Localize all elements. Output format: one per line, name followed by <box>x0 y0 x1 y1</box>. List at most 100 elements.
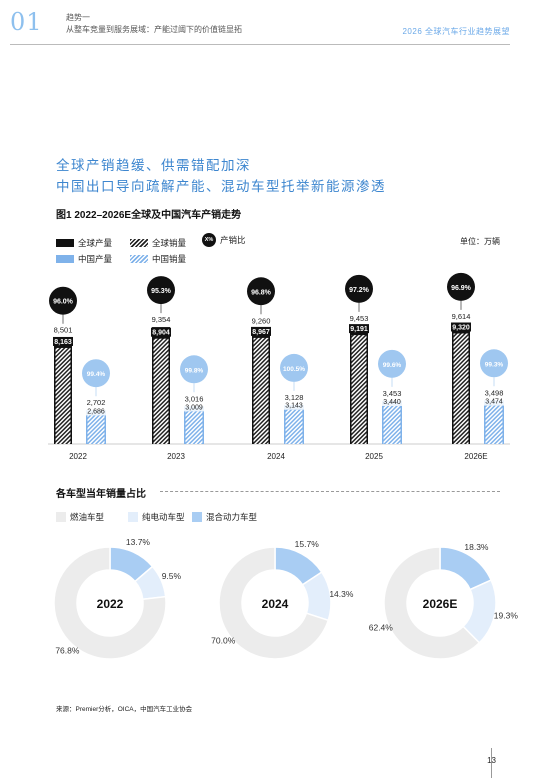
legend-fuel: 燃油车型 <box>56 508 104 526</box>
ratio-icon: X% <box>202 232 216 247</box>
label-china-sales: 3,474 <box>485 399 503 406</box>
bar-global-sales <box>453 333 469 444</box>
ratio-bubble-china <box>378 349 406 378</box>
slice-label-hybrid: 15.7% <box>295 539 320 549</box>
source-note: 来源：Premier分析，OICA，中国汽车工业协会 <box>56 706 193 713</box>
legend-china-sales: 中国销量 <box>130 250 186 268</box>
donut-center-label: 2022 <box>97 597 124 611</box>
ratio-label-global: 95.3% <box>151 288 172 295</box>
label-bg-global-sales <box>451 322 471 332</box>
slice-label-bev: 9.5% <box>162 571 182 581</box>
label-global-production: 8,501 <box>54 326 73 335</box>
slice-fuel <box>218 546 330 660</box>
label-china-sales: 3,440 <box>383 399 401 406</box>
ratio-label-china: 99.6% <box>383 362 402 369</box>
label-global-sales: 8,163 <box>54 339 72 346</box>
slice-fuel <box>53 546 167 660</box>
label-china-sales: 2,686 <box>87 408 105 415</box>
bar-global-sales <box>55 347 71 444</box>
legend-swatch <box>130 254 148 263</box>
page-divider <box>491 748 492 778</box>
label-china-production: 3,453 <box>383 389 402 398</box>
ratio-label-china: 99.4% <box>87 371 106 378</box>
ratio-bubble-global <box>147 276 175 305</box>
label-china-production: 3,016 <box>185 394 204 403</box>
label-bg-china-sales <box>382 397 402 406</box>
x-tick-label: 2023 <box>167 452 185 461</box>
ratio-bubble-global <box>447 272 475 301</box>
chapter-number: 01 <box>10 8 43 36</box>
donut-center-label: 2026E <box>423 597 458 611</box>
legend-swatch <box>130 238 148 247</box>
label-china-sales: 3,143 <box>285 403 303 410</box>
bar-global-sales <box>253 337 269 444</box>
header-divider <box>10 44 510 45</box>
x-tick-label: 2025 <box>365 452 383 461</box>
slice-fuel <box>383 546 481 660</box>
legend-swatch <box>128 511 138 522</box>
slice-label-fuel: 70.0% <box>211 636 236 646</box>
bar-china-sales <box>185 411 203 444</box>
label-china-production: 2,702 <box>87 398 106 407</box>
label-global-sales: 8,967 <box>252 329 270 336</box>
label-china-production: 3,498 <box>485 388 504 397</box>
label-global-sales: 8,904 <box>152 330 170 337</box>
donut-section-divider <box>160 491 500 492</box>
bar-global-sales <box>153 338 169 444</box>
legend-swatch <box>56 254 74 263</box>
ratio-label-china: 100.5% <box>283 366 305 373</box>
label-global-production: 9,260 <box>252 316 271 325</box>
figure-title: 图1 2022–2026E全球及中国汽车产销走势 <box>56 210 242 221</box>
bar-china-sales <box>383 406 401 444</box>
slice-label-fuel: 76.8% <box>55 646 80 656</box>
label-china-production: 3,128 <box>285 393 304 402</box>
ratio-label-china: 99.8% <box>185 367 204 374</box>
ratio-bubble-china <box>180 355 208 384</box>
slice-label-bev: 19.3% <box>494 610 519 620</box>
label-global-sales: 9,320 <box>452 325 470 332</box>
legend-global-production: 全球产量 <box>56 234 112 252</box>
slice-label-bev: 14.3% <box>329 589 354 599</box>
label-china-sales: 3,009 <box>185 404 203 411</box>
legend-china-production: 中国产量 <box>56 250 112 268</box>
x-tick-label: 2022 <box>69 452 87 461</box>
bar-china-sales <box>285 409 303 444</box>
label-bg-global-sales <box>349 324 369 334</box>
ratio-label-global: 96.9% <box>451 285 472 292</box>
label-bg-global-sales <box>251 326 271 336</box>
label-bg-china-sales <box>284 400 304 410</box>
legend-swatch <box>56 511 66 522</box>
label-global-sales: 9,191 <box>350 326 368 333</box>
report-title: 2026 全球汽车行业趋势展望 <box>402 27 510 36</box>
ratio-label-global: 96.8% <box>251 289 272 296</box>
label-bg-global-sales <box>151 327 171 337</box>
label-global-production: 9,354 <box>152 315 171 324</box>
donut-charts: 13.7% 9.5% 76.8% 2022 15.7% 14.3% 70.0% 2024 18.… <box>53 537 519 660</box>
x-tick-label: 2024 <box>267 452 285 461</box>
legend-ratio: X% 产销比 <box>202 231 246 249</box>
bar-china-sales <box>485 405 503 444</box>
ratio-bubble-global <box>345 274 373 303</box>
unit-label: 单位：万辆 <box>460 237 500 246</box>
label-global-production: 9,453 <box>350 314 369 323</box>
label-global-production: 9,614 <box>452 312 471 321</box>
x-tick-label: 2026E <box>464 452 487 461</box>
legend-bev: 纯电动车型 <box>128 508 185 526</box>
label-bg-global-sales <box>53 336 73 346</box>
ratio-bubble-china <box>480 349 508 378</box>
label-bg-china-sales <box>86 406 106 416</box>
ratio-bubble-china <box>280 353 308 382</box>
ratio-bubble-global <box>49 286 77 315</box>
slice-label-hybrid: 18.3% <box>464 542 489 552</box>
legend-global-sales: 全球销量 <box>130 234 186 252</box>
ratio-label-china: 99.3% <box>485 361 504 368</box>
bar-china-sales <box>87 415 105 444</box>
bar-global-sales <box>351 335 367 444</box>
chapter-title: 趋势一 <box>66 13 90 22</box>
headline-line-2: 中国出口导向疏解产能、混动车型托举新能源渗透 <box>56 179 386 195</box>
label-bg-china-sales <box>184 402 204 412</box>
legend-hybrid: 混合动力车型 <box>192 508 257 526</box>
label-bg-china-sales <box>484 396 504 406</box>
chapter-subtitle: 从整车竞量到服务展域：产能过阈下的价值链显拓 <box>66 25 242 34</box>
